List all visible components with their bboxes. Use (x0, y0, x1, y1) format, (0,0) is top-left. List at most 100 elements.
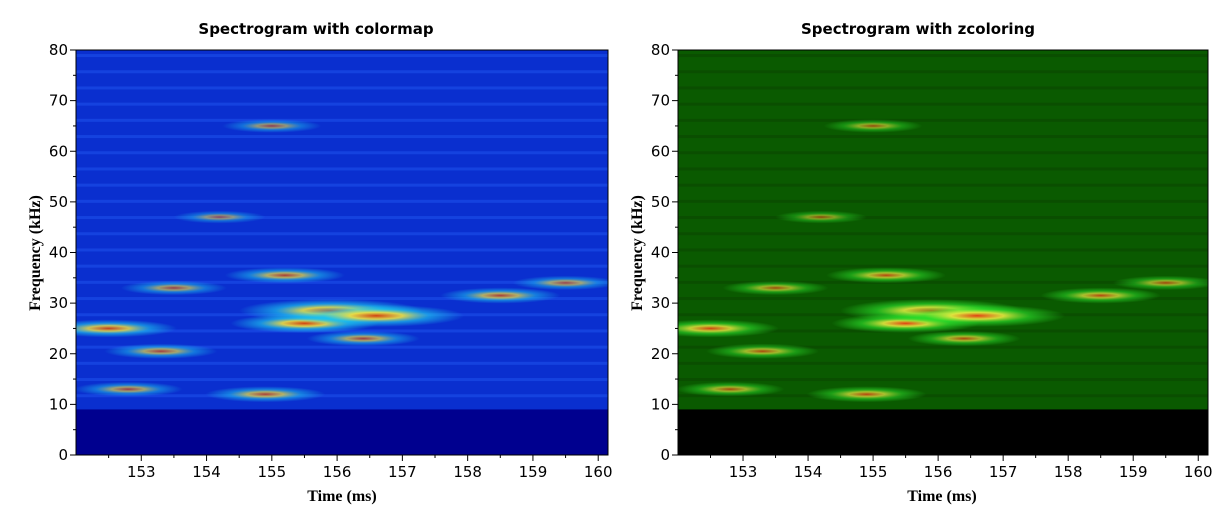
plot-area (75, 49, 609, 456)
hotspot (706, 343, 820, 359)
y-axis-label: Frequency (kHz) (27, 195, 44, 311)
streak (678, 118, 1208, 122)
hotspot (1040, 287, 1161, 304)
x-tick-label: 158 (453, 463, 482, 481)
streak (76, 167, 608, 171)
y-tick-label: 20 (651, 345, 670, 363)
streak (76, 232, 608, 236)
streak (76, 216, 608, 220)
streak (76, 378, 608, 382)
hotspot (76, 381, 183, 397)
y-tick-label: 50 (651, 193, 670, 211)
streak (76, 118, 608, 122)
streak (678, 394, 1208, 398)
hotspot (222, 119, 322, 133)
x-axis: 153 154 155 156 157 158 159 160 (108, 455, 613, 481)
spectrogram-zcoloring-chart: Spectrogram with zcoloring 0 10 20 30 40 50 60… (629, 20, 1213, 505)
plot-area (677, 49, 1209, 456)
streak (76, 297, 608, 301)
y-tick-label: 60 (49, 142, 68, 160)
y-tick-label: 40 (651, 244, 670, 262)
hotspot (120, 280, 227, 296)
x-axis-label: Time (ms) (307, 488, 376, 505)
chart-title: Spectrogram with colormap (198, 20, 433, 38)
streak (76, 361, 608, 365)
y-axis: 0 10 20 30 40 50 60 70 80 (651, 41, 678, 464)
x-tick-label: 154 (192, 463, 221, 481)
y-tick-label: 30 (651, 294, 670, 312)
hotspot (1112, 275, 1208, 291)
hotspot (806, 386, 927, 403)
x-tick-label: 160 (1184, 463, 1213, 481)
noise-floor-band (76, 409, 608, 455)
streak (678, 280, 1208, 284)
streak (678, 135, 1208, 139)
y-tick-label: 80 (49, 41, 68, 59)
x-tick-label: 156 (323, 463, 352, 481)
y-tick-label: 80 (651, 41, 670, 59)
streak (678, 70, 1208, 74)
streak (76, 86, 608, 90)
streak (76, 183, 608, 187)
x-tick-label: 158 (1054, 463, 1083, 481)
y-tick-label: 70 (49, 92, 68, 110)
streak (678, 297, 1208, 301)
x-tick-label: 153 (127, 463, 156, 481)
y-tick-label: 70 (651, 92, 670, 110)
noise-floor-band (678, 409, 1208, 455)
hotspot (907, 330, 1021, 347)
hotspot (826, 267, 947, 284)
x-tick-label: 160 (584, 463, 613, 481)
hotspot (678, 319, 779, 338)
streak (678, 216, 1208, 220)
x-axis-label: Time (ms) (907, 488, 976, 505)
x-axis: 153 154 155 156 157 158 159 160 (710, 455, 1213, 481)
streak (76, 394, 608, 398)
y-tick-label: 10 (49, 395, 68, 413)
y-tick-label: 30 (49, 294, 68, 312)
x-tick-label: 159 (1119, 463, 1148, 481)
y-tick-label: 50 (49, 193, 68, 211)
hotspot (205, 386, 326, 403)
streak (76, 345, 608, 349)
x-tick-label: 153 (729, 463, 758, 481)
hotspot (823, 119, 923, 133)
x-tick-label: 157 (388, 463, 417, 481)
x-tick-label: 154 (794, 463, 823, 481)
y-tick-label: 10 (651, 395, 670, 413)
hotspot (76, 319, 178, 338)
x-tick-label: 155 (859, 463, 888, 481)
y-axis-label: Frequency (kHz) (629, 195, 646, 311)
streak (678, 167, 1208, 171)
streak (678, 86, 1208, 90)
x-tick-label: 155 (258, 463, 287, 481)
hotspot (306, 330, 420, 347)
streak (76, 280, 608, 284)
hotspot (440, 287, 561, 304)
streak (678, 232, 1208, 236)
streak (76, 248, 608, 252)
streak (678, 345, 1208, 349)
hotspot (512, 275, 608, 291)
streak (76, 199, 608, 203)
streak (678, 248, 1208, 252)
streak (678, 183, 1208, 187)
streak (678, 378, 1208, 382)
hotspot (173, 210, 266, 224)
y-tick-label: 20 (49, 345, 68, 363)
hotspot (224, 267, 345, 284)
streak (76, 135, 608, 139)
streak (678, 199, 1208, 203)
y-axis: 0 10 20 30 40 50 60 70 80 (49, 41, 76, 464)
y-tick-label: 60 (651, 142, 670, 160)
streak (678, 102, 1208, 106)
spectrogram-colormap-chart: Spectrogram with colormap 0 10 20 30 40 50 60 7… (27, 20, 613, 505)
streak (678, 264, 1208, 268)
y-tick-label: 40 (49, 244, 68, 262)
streak (76, 54, 608, 58)
hotspot (775, 210, 868, 224)
hotspot (104, 343, 218, 359)
x-tick-label: 157 (989, 463, 1018, 481)
streak (678, 54, 1208, 58)
